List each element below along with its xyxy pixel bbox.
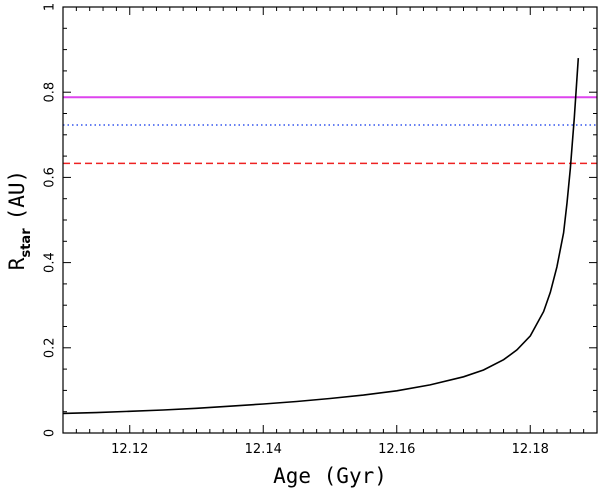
y-tick-label: 0.2 <box>43 337 58 358</box>
y-tick-label: 0 <box>43 429 58 437</box>
plot-frame <box>62 6 598 434</box>
y-tick-label: 0.8 <box>43 82 58 103</box>
x-tick-label: 12.16 <box>378 442 415 457</box>
y-label-unit: (AU) <box>5 170 29 221</box>
y-axis-label: Rstar (AU) <box>5 170 34 270</box>
x-tick-label: 12.14 <box>245 442 282 457</box>
y-label-main: R <box>5 257 29 270</box>
y-tick-label: 0.4 <box>43 252 58 273</box>
x-tick-label: 12.18 <box>512 442 549 457</box>
series-layer <box>62 58 580 415</box>
y-tick-label: 0.6 <box>43 167 58 188</box>
x-axis-label: Age (Gyr) <box>273 464 387 488</box>
y-label-subscript: star <box>19 228 34 258</box>
reference-lines <box>63 96 597 165</box>
x-tick-label: 12.12 <box>111 442 148 457</box>
x-tick-labels: 12.12 12.14 12.16 12.18 <box>111 442 549 457</box>
ticks <box>62 6 598 434</box>
y-tick-labels: 0 0.2 0.4 0.6 0.8 1 <box>43 3 58 437</box>
y-tick-label: 1 <box>43 3 58 11</box>
series-line-0 <box>62 58 580 415</box>
